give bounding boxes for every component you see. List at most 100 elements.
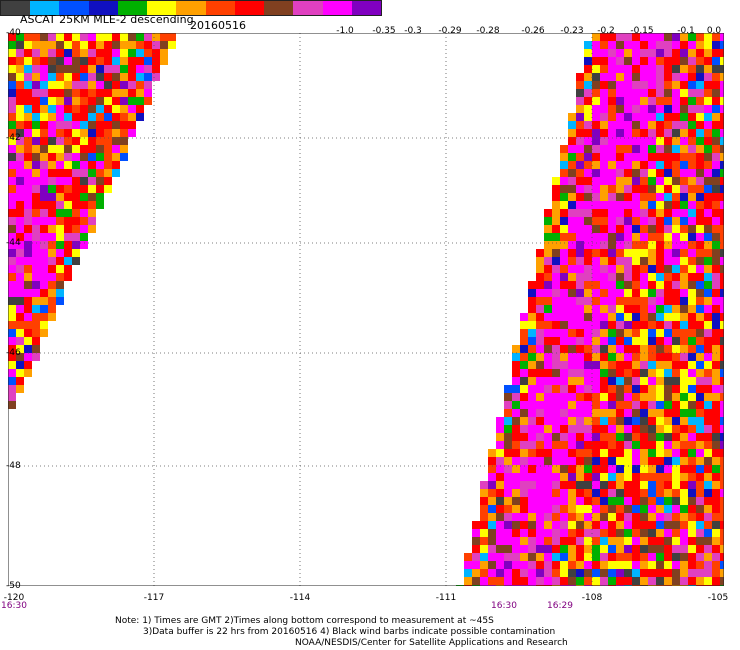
- swath-cell: [568, 145, 576, 153]
- swath-cell: [720, 513, 724, 521]
- swath-cell: [720, 537, 724, 545]
- swath-cell: [64, 169, 72, 177]
- swath-cell: [648, 385, 656, 393]
- swath-cell: [48, 81, 56, 89]
- swath-cell: [24, 145, 32, 153]
- swath-cell: [616, 457, 624, 465]
- swath-cell: [672, 281, 680, 289]
- swath-cell: [40, 153, 48, 161]
- swath-cell: [560, 241, 568, 249]
- swath-cell: [584, 505, 592, 513]
- swath-cell: [680, 81, 688, 89]
- swath-cell: [600, 305, 608, 313]
- swath-cell: [544, 217, 552, 225]
- swath-cell: [504, 569, 512, 577]
- swath-cell: [552, 409, 560, 417]
- swath-cell: [664, 497, 672, 505]
- swath-cell: [600, 569, 608, 577]
- swath-cell: [536, 273, 544, 281]
- legend-label: -0.26: [521, 26, 545, 36]
- swath-cell: [608, 185, 616, 193]
- longitude-label: -105: [707, 593, 729, 603]
- swath-cell: [40, 89, 48, 97]
- swath-cell: [696, 337, 704, 345]
- swath-cell: [624, 457, 632, 465]
- swath-cell: [648, 561, 656, 569]
- swath-cell: [704, 481, 712, 489]
- swath-cell: [488, 481, 496, 489]
- swath-cell: [664, 105, 672, 113]
- swath-cell: [72, 41, 80, 49]
- swath-cell: [552, 457, 560, 465]
- swath-cell: [544, 401, 552, 409]
- swath-cell: [680, 273, 688, 281]
- swath-cell: [712, 329, 720, 337]
- swath-cell: [472, 569, 480, 577]
- swath-cell: [608, 129, 616, 137]
- swath-cell: [672, 473, 680, 481]
- swath-cell: [704, 185, 712, 193]
- swath-cell: [40, 305, 48, 313]
- swath-cell: [16, 153, 24, 161]
- swath-cell: [512, 457, 520, 465]
- map-title: ASCAT 25KM MLE-2 descending: [20, 13, 194, 26]
- swath-cell: [664, 193, 672, 201]
- swath-cell: [560, 441, 568, 449]
- swath-cell: [656, 193, 664, 201]
- swath-cell: [720, 233, 724, 241]
- swath-cell: [680, 265, 688, 273]
- swath-cell: [648, 321, 656, 329]
- swath-cell: [568, 225, 576, 233]
- swath-cell: [8, 193, 16, 201]
- swath-cell: [640, 89, 648, 97]
- swath-cell: [16, 265, 24, 273]
- swath-cell: [616, 257, 624, 265]
- swath-cell: [720, 273, 724, 281]
- swath-cell: [488, 497, 496, 505]
- swath-cell: [600, 521, 608, 529]
- swath-cell: [696, 305, 704, 313]
- swath-cell: [704, 417, 712, 425]
- swath-cell: [600, 153, 608, 161]
- swath-cell: [576, 273, 584, 281]
- swath-cell: [80, 177, 88, 185]
- swath-cell: [632, 473, 640, 481]
- swath-cell: [584, 401, 592, 409]
- swath-cell: [120, 153, 128, 161]
- swath-cell: [680, 89, 688, 97]
- swath-cell: [624, 473, 632, 481]
- swath-cell: [608, 353, 616, 361]
- swath-cell: [24, 313, 32, 321]
- swath-cell: [696, 225, 704, 233]
- swath-cell: [608, 161, 616, 169]
- swath-cell: [664, 545, 672, 553]
- swath-cell: [688, 81, 696, 89]
- swath-cell: [640, 425, 648, 433]
- swath-cell: [64, 129, 72, 137]
- swath-cell: [720, 73, 724, 81]
- swath-cell: [616, 105, 624, 113]
- swath-cell: [656, 465, 664, 473]
- swath-cell: [656, 361, 664, 369]
- swath-cell: [696, 353, 704, 361]
- swath-cell: [72, 249, 80, 257]
- swath-cell: [616, 345, 624, 353]
- swath-cell: [672, 345, 680, 353]
- swath-cell: [696, 481, 704, 489]
- swath-cell: [664, 385, 672, 393]
- swath-cell: [104, 105, 112, 113]
- swath-cell: [56, 57, 64, 65]
- swath-cell: [512, 577, 520, 585]
- swath-cell: [624, 305, 632, 313]
- swath-cell: [536, 529, 544, 537]
- swath-cell: [96, 177, 104, 185]
- swath-cell: [712, 145, 720, 153]
- swath-cell: [640, 385, 648, 393]
- swath-cell: [48, 113, 56, 121]
- swath-cell: [96, 153, 104, 161]
- legend-swatch: [117, 1, 148, 15]
- swath-cell: [624, 233, 632, 241]
- swath-cell: [584, 449, 592, 457]
- swath-cell: [712, 265, 720, 273]
- swath-cell: [56, 33, 64, 41]
